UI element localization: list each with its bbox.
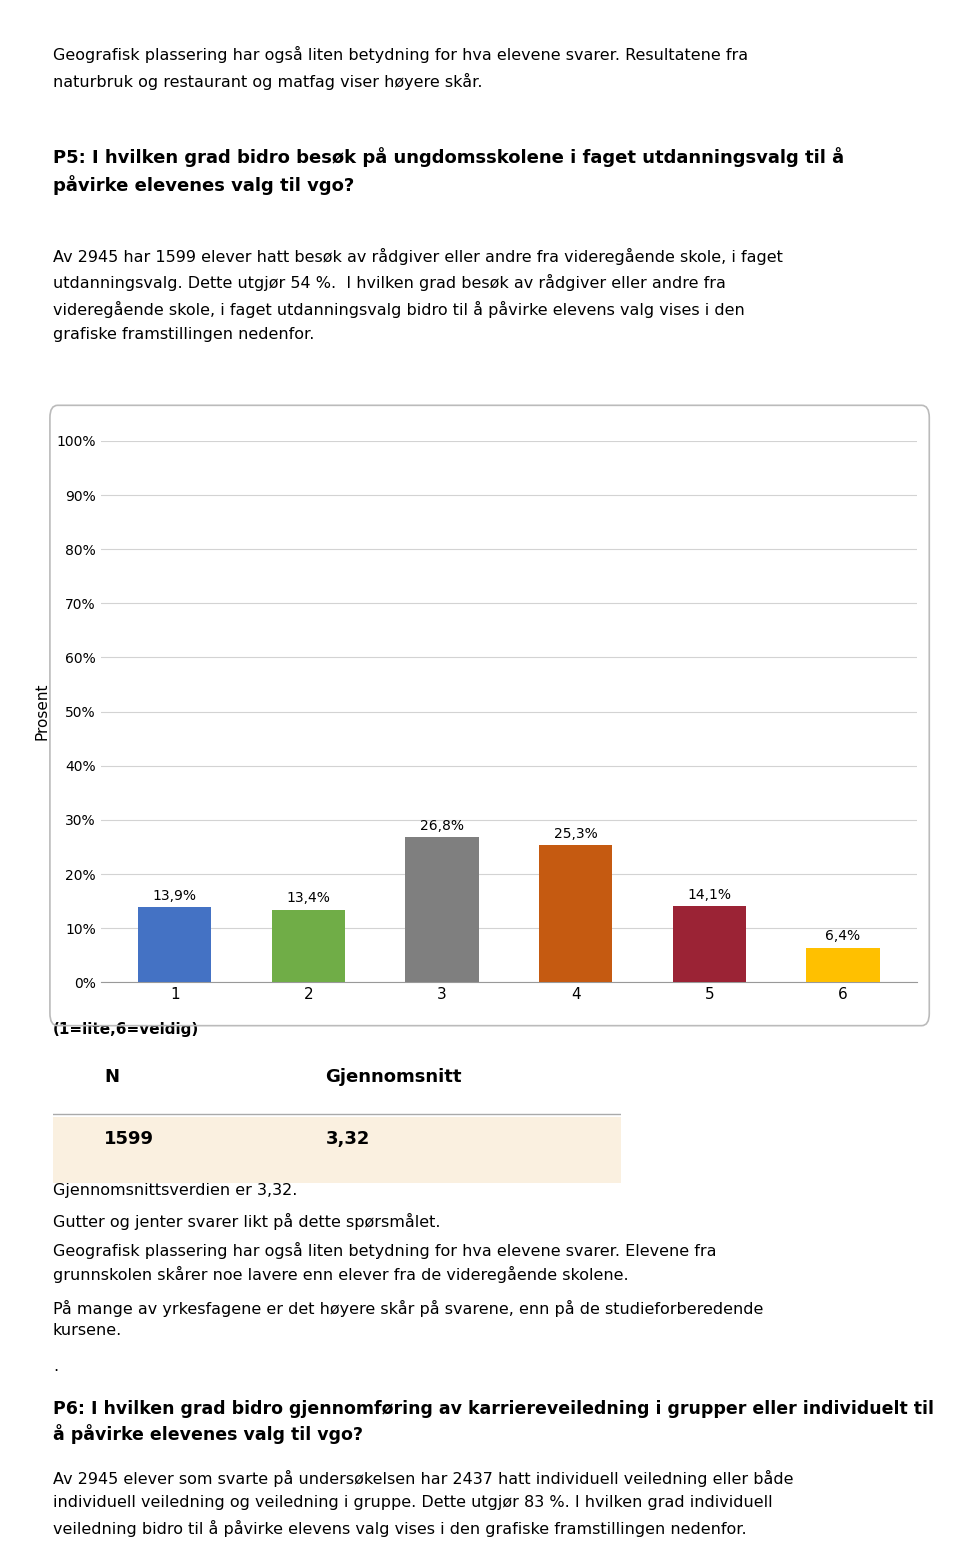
Bar [272, 910, 345, 982]
Bar [806, 948, 879, 982]
Text: 26,8%: 26,8% [420, 818, 464, 832]
Text: Av 2945 elever som svarte på undersøkelsen har 2437 hatt individuell veiledning : Av 2945 elever som svarte på undersøkels… [53, 1470, 793, 1536]
FancyBboxPatch shape [53, 1117, 620, 1183]
Text: 3,32: 3,32 [325, 1129, 370, 1148]
Y-axis label: Prosent: Prosent [35, 682, 50, 741]
Text: 13,9%: 13,9% [153, 890, 197, 903]
Text: Av 2945 har 1599 elever hatt besøk av rådgiver eller andre fra videregående skol: Av 2945 har 1599 elever hatt besøk av rå… [53, 248, 782, 342]
Text: 1599: 1599 [104, 1129, 154, 1148]
Text: 14,1%: 14,1% [687, 888, 732, 902]
Text: P5: I hvilken grad bidro besøk på ungdomsskolene i faget utdanningsvalg til å
på: P5: I hvilken grad bidro besøk på ungdom… [53, 147, 844, 195]
Text: Geografisk plassering har også liten betydning for hva elevene svarer. Elevene f: Geografisk plassering har også liten bet… [53, 1242, 716, 1282]
Bar [539, 845, 612, 982]
Text: N: N [104, 1067, 119, 1086]
Text: 13,4%: 13,4% [286, 891, 330, 905]
Text: Gjennomsnittsverdien er 3,32.: Gjennomsnittsverdien er 3,32. [53, 1183, 298, 1199]
Bar [673, 907, 746, 982]
Text: P6: I hvilken grad bidro gjennomføring av karriereveiledning i grupper eller ind: P6: I hvilken grad bidro gjennomføring a… [53, 1400, 934, 1445]
Text: Gjennomsnitt: Gjennomsnitt [325, 1067, 462, 1086]
Text: (1=lite,6=veldig): (1=lite,6=veldig) [53, 1021, 199, 1036]
Text: Geografisk plassering har også liten betydning for hva elevene svarer. Resultate: Geografisk plassering har også liten bet… [53, 46, 748, 90]
Text: Gutter og jenter svarer likt på dette spørsmålet.: Gutter og jenter svarer likt på dette sp… [53, 1213, 441, 1230]
Text: 6,4%: 6,4% [826, 930, 860, 944]
Text: 25,3%: 25,3% [554, 828, 597, 842]
Text: .: . [53, 1358, 58, 1374]
Text: På mange av yrkesfagene er det høyere skår på svarene, enn på de studieforberede: På mange av yrkesfagene er det høyere sk… [53, 1301, 763, 1338]
Bar [138, 907, 211, 982]
Bar [405, 837, 479, 982]
